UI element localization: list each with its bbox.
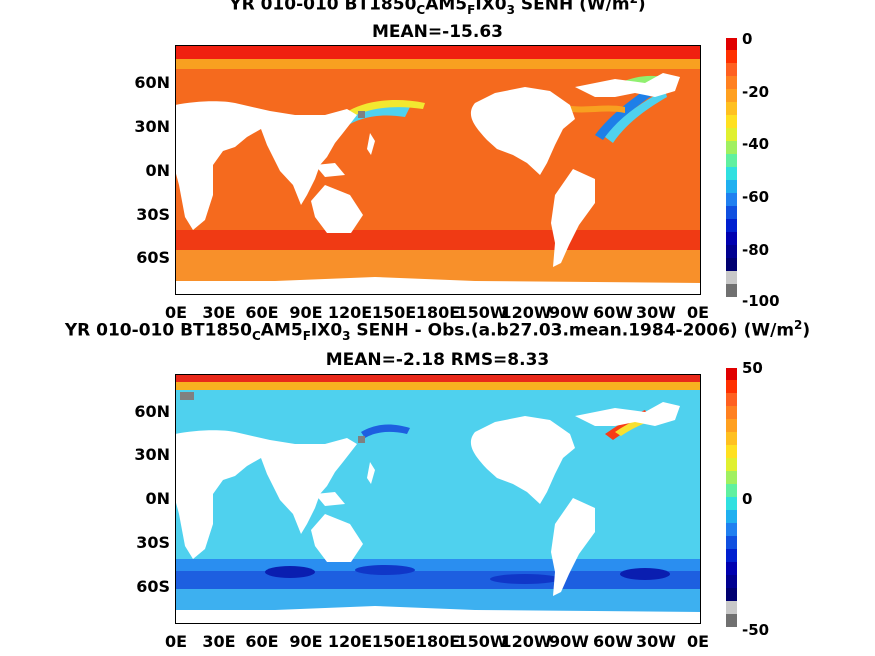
top-sensible-heat-map (175, 45, 701, 295)
bottom-lon-label: 150E (371, 632, 417, 651)
top-colorbar (726, 38, 737, 297)
top-lon-label: 60E (245, 303, 279, 322)
bottom-colorbar (726, 368, 737, 627)
top-map-title: YR 010-010 BT1850CAM5FIX03 SENH (W/m2) (229, 0, 646, 18)
top-lon-label: 120E (327, 303, 373, 322)
top-lon-label: 0E (686, 303, 710, 322)
top-lon-label: 30W (636, 303, 676, 322)
bottom-lat-label-30n: 30N (134, 445, 170, 464)
bottom-lon-label: 90E (289, 632, 323, 651)
top-colorbar-tick: -80 (742, 241, 770, 259)
bottom-lon-label: 180E (415, 632, 461, 651)
top-lon-label: 150W (456, 303, 508, 322)
top-lon-label: 90W (549, 303, 589, 322)
top-lon-label: 150E (371, 303, 417, 322)
bottom-lon-label: 60W (593, 632, 633, 651)
top-lat-label-30s: 30S (136, 205, 170, 224)
top-lat-label-30n: 30N (134, 117, 170, 136)
bottom-lon-label: 120E (327, 632, 373, 651)
top-lat-label-60n: 60N (134, 73, 170, 92)
bottom-lon-label: 0E (164, 632, 188, 651)
bottom-lat-label-60n: 60N (134, 402, 170, 421)
bottom-lon-label: 150W (456, 632, 508, 651)
top-lat-label-0n: 0N (145, 161, 170, 180)
top-map-subtitle: MEAN=-15.63 (372, 22, 503, 42)
bottom-colorbar-tick: -50 (742, 621, 770, 639)
bottom-lon-label: 30W (636, 632, 676, 651)
bottom-lon-label: 30E (202, 632, 236, 651)
bottom-lat-label-60s: 60S (136, 577, 170, 596)
top-colorbar-tick: 0 (742, 30, 753, 48)
top-lat-label-60s: 60S (136, 248, 170, 267)
top-colorbar-tick: -20 (742, 83, 770, 101)
top-colorbar-tick: -100 (742, 292, 780, 310)
bottom-colorbar-tick: 50 (742, 359, 763, 377)
bottom-lon-label: 90W (549, 632, 589, 651)
top-lon-label: 0E (164, 303, 188, 322)
top-lon-label: 90E (289, 303, 323, 322)
top-colorbar-tick: -40 (742, 135, 770, 153)
bottom-map-subtitle: MEAN=-2.18 RMS=8.33 (325, 350, 550, 370)
bottom-lat-label-0n: 0N (145, 489, 170, 508)
top-colorbar-tick: -60 (742, 188, 770, 206)
bottom-lon-label: 0E (686, 632, 710, 651)
bottom-colorbar-tick: 0 (742, 490, 753, 508)
bottom-lon-label: 60E (245, 632, 279, 651)
bottom-difference-map (175, 374, 701, 624)
top-lon-label: 60W (593, 303, 633, 322)
bottom-lon-label: 120W (500, 632, 552, 651)
bottom-map-title: YR 010-010 BT1850CAM5FIX03 SENH - Obs.(a… (64, 318, 811, 344)
bottom-lat-label-30s: 30S (136, 533, 170, 552)
top-lon-label: 120W (500, 303, 552, 322)
top-lon-label: 180E (415, 303, 461, 322)
top-lon-label: 30E (202, 303, 236, 322)
